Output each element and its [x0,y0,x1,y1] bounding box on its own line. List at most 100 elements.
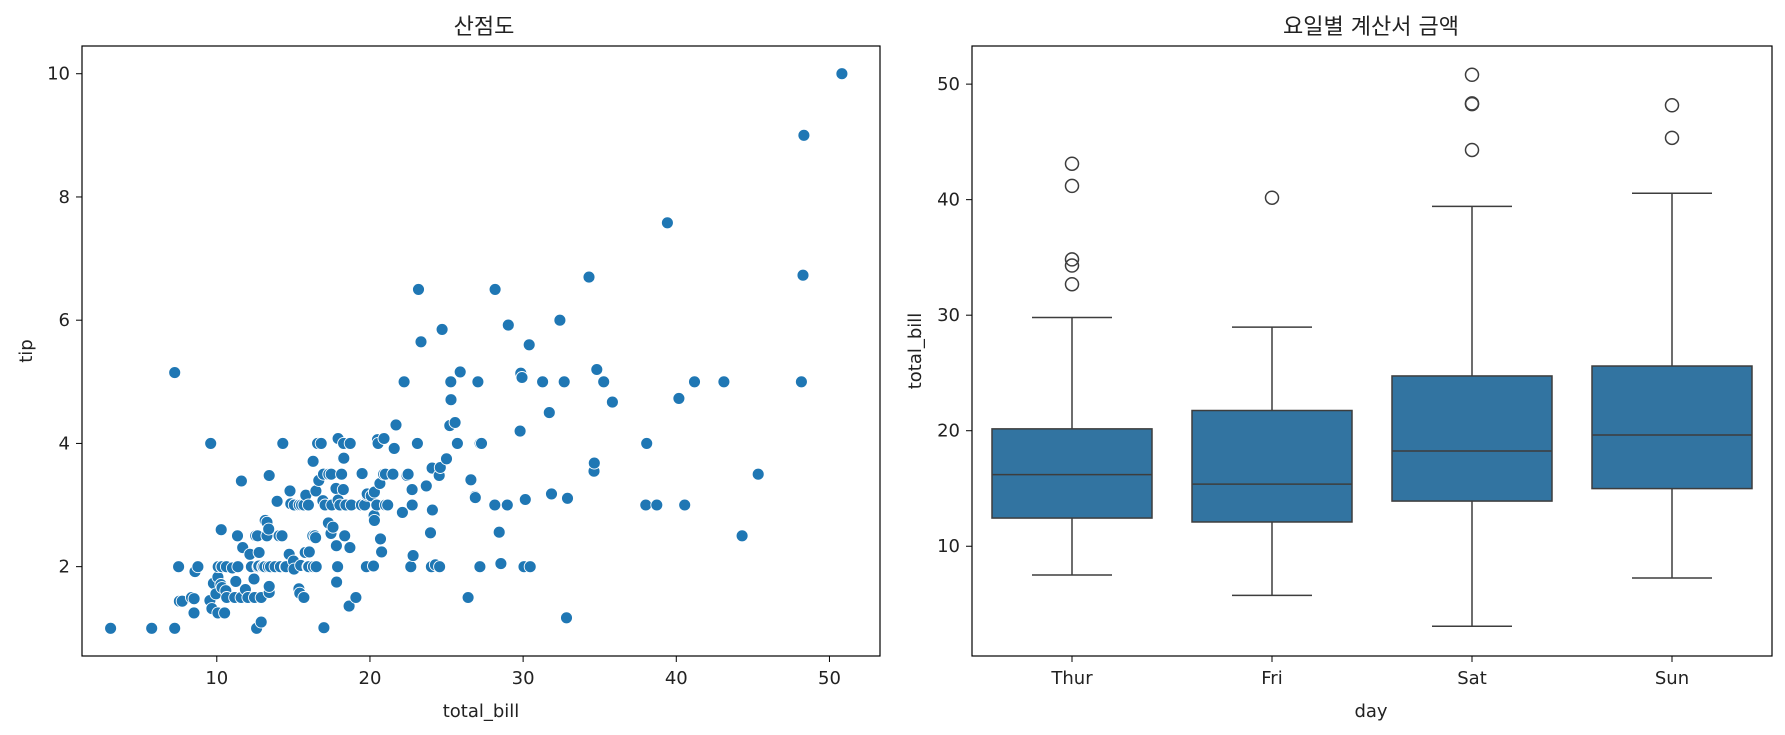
scatter-point [335,467,349,481]
scatter-point [387,441,401,455]
scatter-point [231,560,245,574]
scatter-point [386,467,400,481]
scatter-point [605,395,619,409]
scatter-point [275,529,289,543]
scatter-y-tick-label: 4 [59,433,70,454]
scatter-point [639,498,653,512]
scatter-point [536,375,550,389]
box-outlier [1664,130,1680,146]
box-outlier [1064,276,1080,292]
scatter-point [172,560,186,574]
scatter-point [672,391,686,405]
scatter-point [306,454,320,468]
scatter-point [444,375,458,389]
scatter-point [473,560,487,574]
box-panel: 요일별 계산서 금액 10 20 30 40 50 Thur Fri Sat Sun day t… [905,15,1773,722]
scatter-point [214,523,228,537]
scatter-point [204,436,218,450]
scatter-title: 산점도 [454,15,515,40]
scatter-point [444,393,458,407]
scatter-point [561,491,574,505]
scatter-point [297,591,311,604]
scatter-y-tick-label: 6 [59,310,70,331]
scatter-point [735,529,749,543]
scatter-point [450,436,464,450]
scatter-point [835,67,849,81]
scatter-point [187,606,201,620]
scatter-point [717,375,731,389]
box-iqr [991,428,1153,519]
scatter-point [355,467,369,481]
scatter-point [395,505,409,519]
scatter-point [234,474,248,488]
scatter-point [425,503,439,517]
scatter-point [343,541,357,555]
scatter-point [523,560,537,574]
scatter-point [597,375,611,389]
scatter-point [494,557,508,571]
scatter-point [419,479,433,493]
scatter-point [453,365,467,379]
scatter-point [314,436,328,450]
scatter-point [329,539,343,553]
scatter-point [338,529,352,543]
scatter-point [377,432,391,445]
box-outlier [1064,252,1080,267]
scatter-x-tick-label: 20 [359,668,382,689]
scatter-point [440,452,453,466]
box-iqr [1591,365,1753,490]
scatter-ticks: 10 20 30 40 50 2 4 6 8 10 [47,64,841,689]
box-x-tick-label: Sat [1457,668,1487,689]
scatter-point [464,473,478,487]
box-y-tick-label: 50 [937,74,960,95]
scatter-point [590,363,604,376]
scatter-point [381,498,395,512]
box-x-tick-label: Fri [1261,668,1282,689]
scatter-point [794,375,808,389]
scatter-point [262,469,276,482]
scatter-point [247,572,261,586]
scatter-point [410,436,424,450]
scatter-point [302,545,316,559]
box-outlier [1464,142,1480,158]
scatter-point [331,560,345,574]
box-boxes [991,67,1753,628]
scatter-x-tick-label: 30 [512,668,535,689]
scatter-point [515,371,529,384]
scatter-point [309,531,323,545]
scatter-point [796,268,810,282]
scatter-point [542,406,556,420]
scatter-point [309,560,323,574]
scatter-point [276,436,290,450]
scatter-point [262,522,276,536]
scatter-point [270,494,284,508]
scatter-point [168,366,182,380]
scatter-point [262,579,276,593]
scatter-point [367,513,381,527]
scatter-point [518,493,532,506]
scatter-point [797,128,811,142]
scatter-point [488,498,502,512]
scatter-x-tick-label: 40 [665,668,688,689]
scatter-y-tick-label: 8 [59,187,70,208]
scatter-point [337,451,351,465]
scatter-point [145,621,159,635]
scatter-point [650,498,664,512]
scatter-y-tick-label: 2 [59,557,70,578]
box-iqr [1191,409,1353,523]
scatter-point [522,338,536,352]
scatter-x-tick-label: 10 [205,668,228,689]
scatter-point [342,599,356,613]
scatter-point [405,498,419,512]
scatter-point [424,526,437,540]
box-outlier [1464,67,1480,83]
scatter-points [104,67,849,635]
scatter-point [688,375,701,389]
scatter-point [367,559,380,573]
scatter-y-tick-label: 10 [47,64,70,85]
scatter-point [557,375,571,389]
scatter-point [471,375,485,389]
scatter-point [406,549,420,563]
